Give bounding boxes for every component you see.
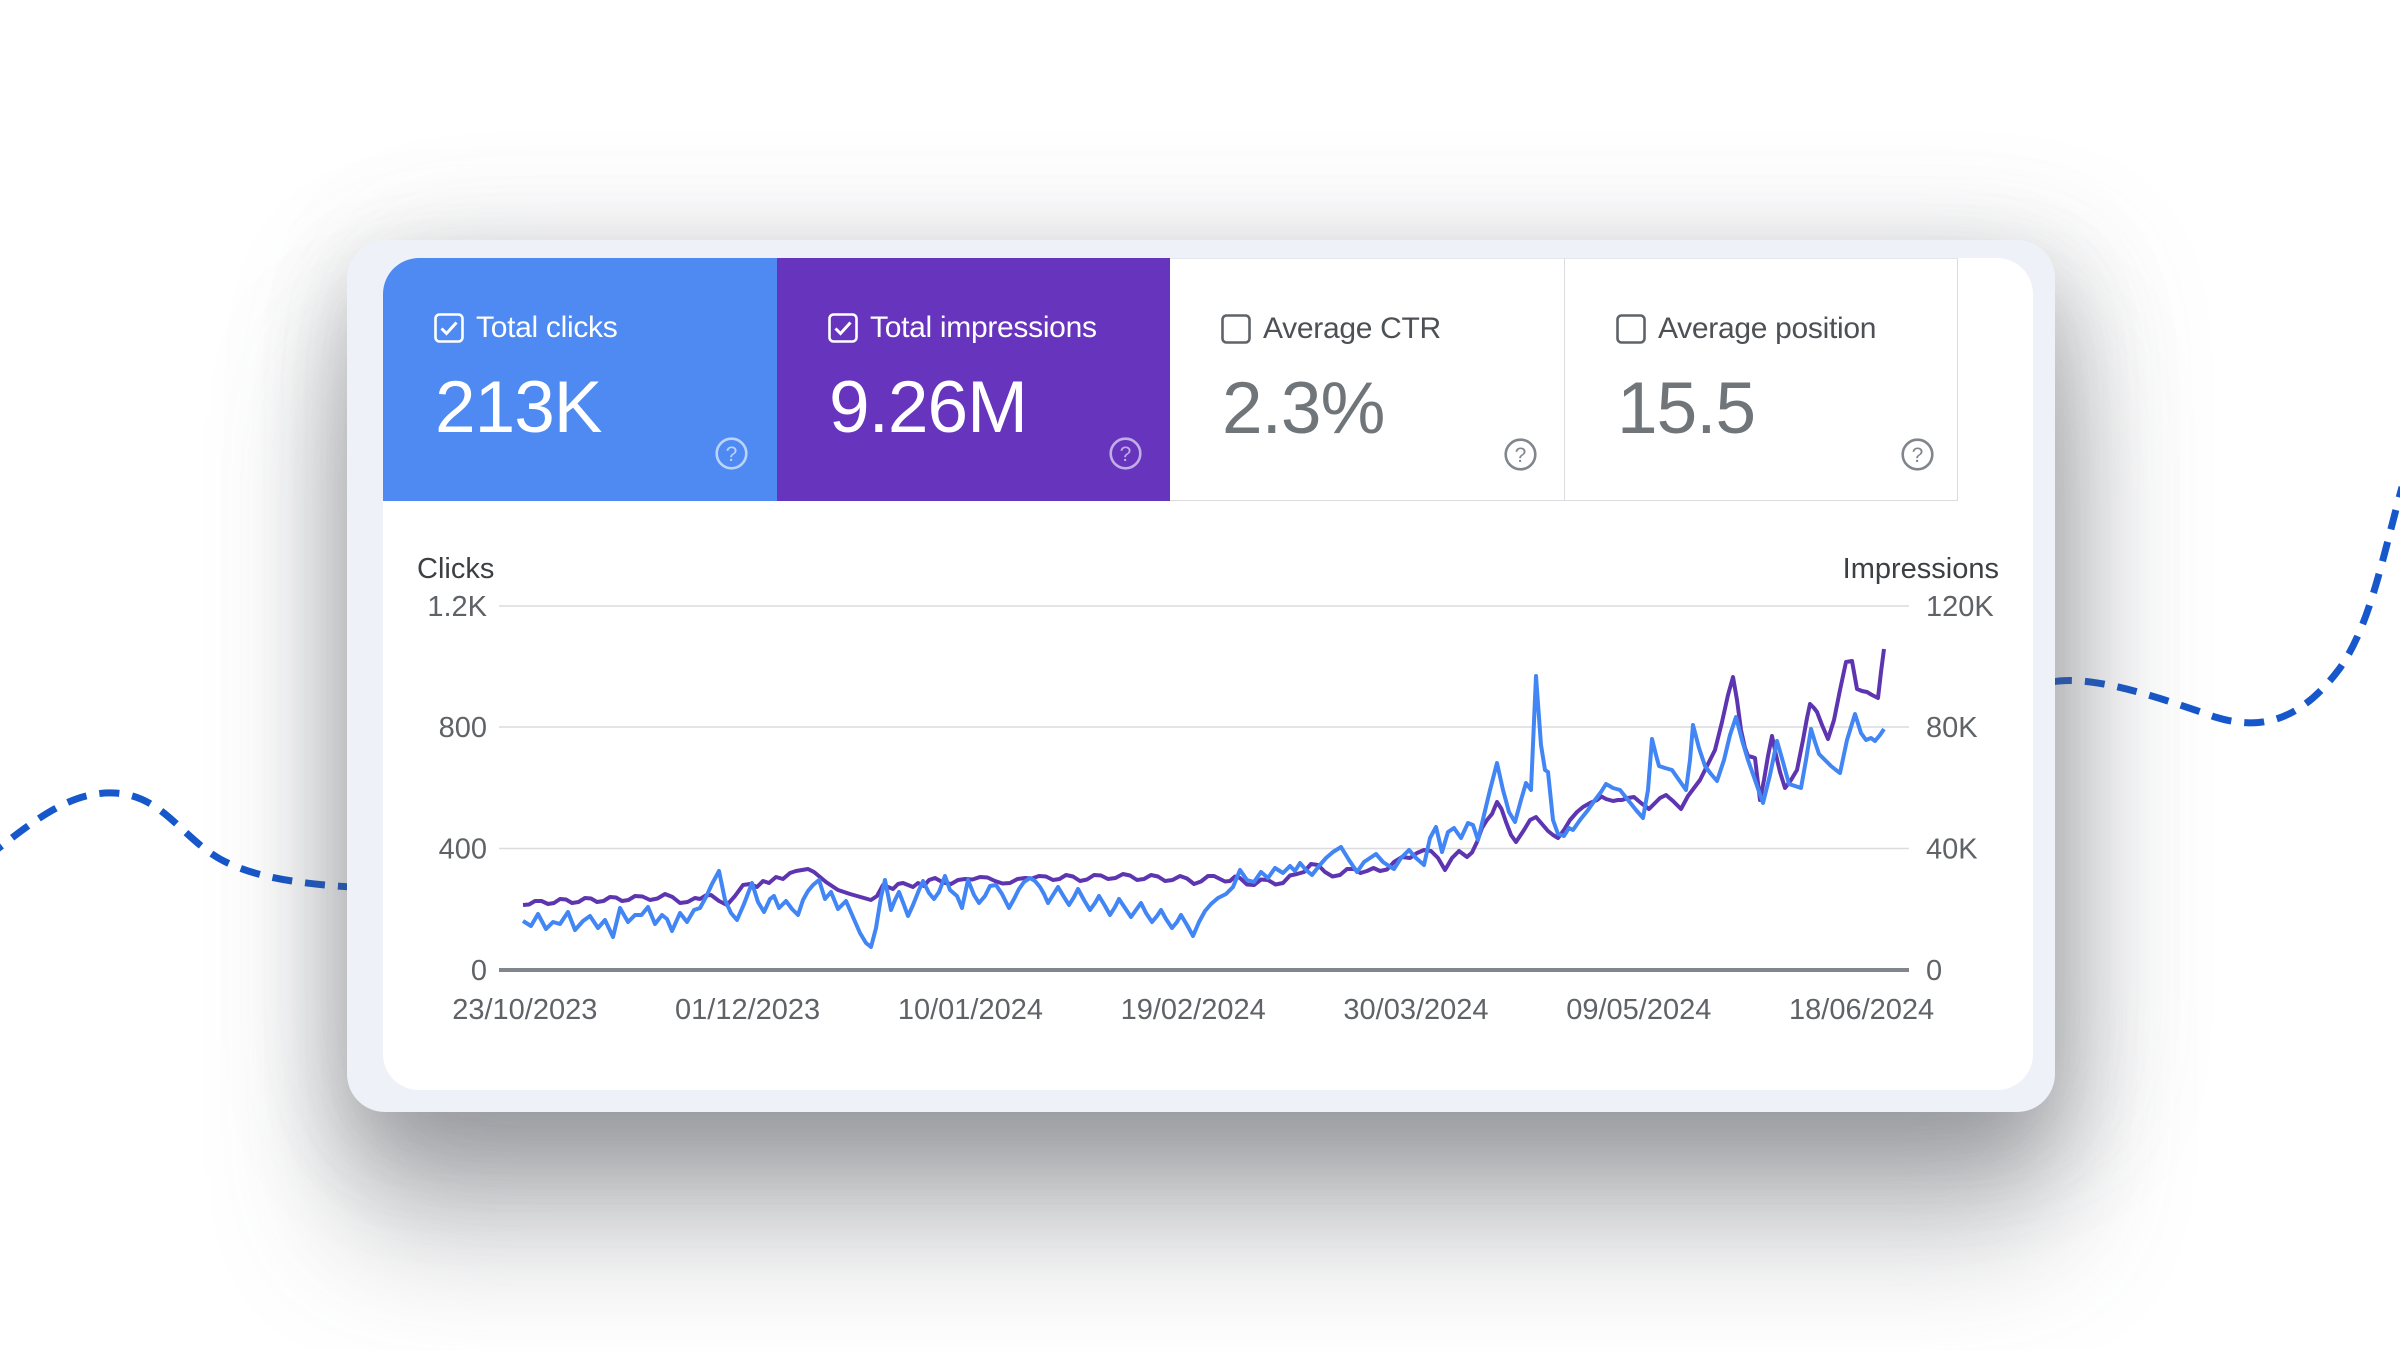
svg-text:01/12/2023: 01/12/2023 [675, 994, 820, 1026]
svg-text:30/03/2024: 30/03/2024 [1343, 994, 1488, 1026]
svg-text:Clicks: Clicks [417, 553, 494, 585]
svg-text:1.2K: 1.2K [427, 591, 487, 623]
svg-text:Impressions: Impressions [1843, 553, 1999, 585]
svg-text:120K: 120K [1926, 591, 1994, 623]
svg-text:0: 0 [1926, 955, 1942, 987]
svg-text:?: ? [1120, 443, 1132, 466]
svg-text:80K: 80K [1926, 712, 1978, 744]
svg-text:400: 400 [439, 834, 487, 866]
svg-text:18/06/2024: 18/06/2024 [1789, 994, 1934, 1026]
svg-text:800: 800 [439, 712, 487, 744]
svg-text:19/02/2024: 19/02/2024 [1121, 994, 1266, 1026]
svg-text:?: ? [1515, 444, 1527, 467]
svg-text:?: ? [726, 443, 738, 466]
svg-text:0: 0 [471, 955, 487, 987]
svg-text:10/01/2024: 10/01/2024 [898, 994, 1043, 1026]
svg-text:09/05/2024: 09/05/2024 [1566, 994, 1711, 1026]
svg-text:40K: 40K [1926, 834, 1978, 866]
svg-text:23/10/2023: 23/10/2023 [452, 994, 597, 1026]
svg-text:?: ? [1912, 444, 1924, 467]
